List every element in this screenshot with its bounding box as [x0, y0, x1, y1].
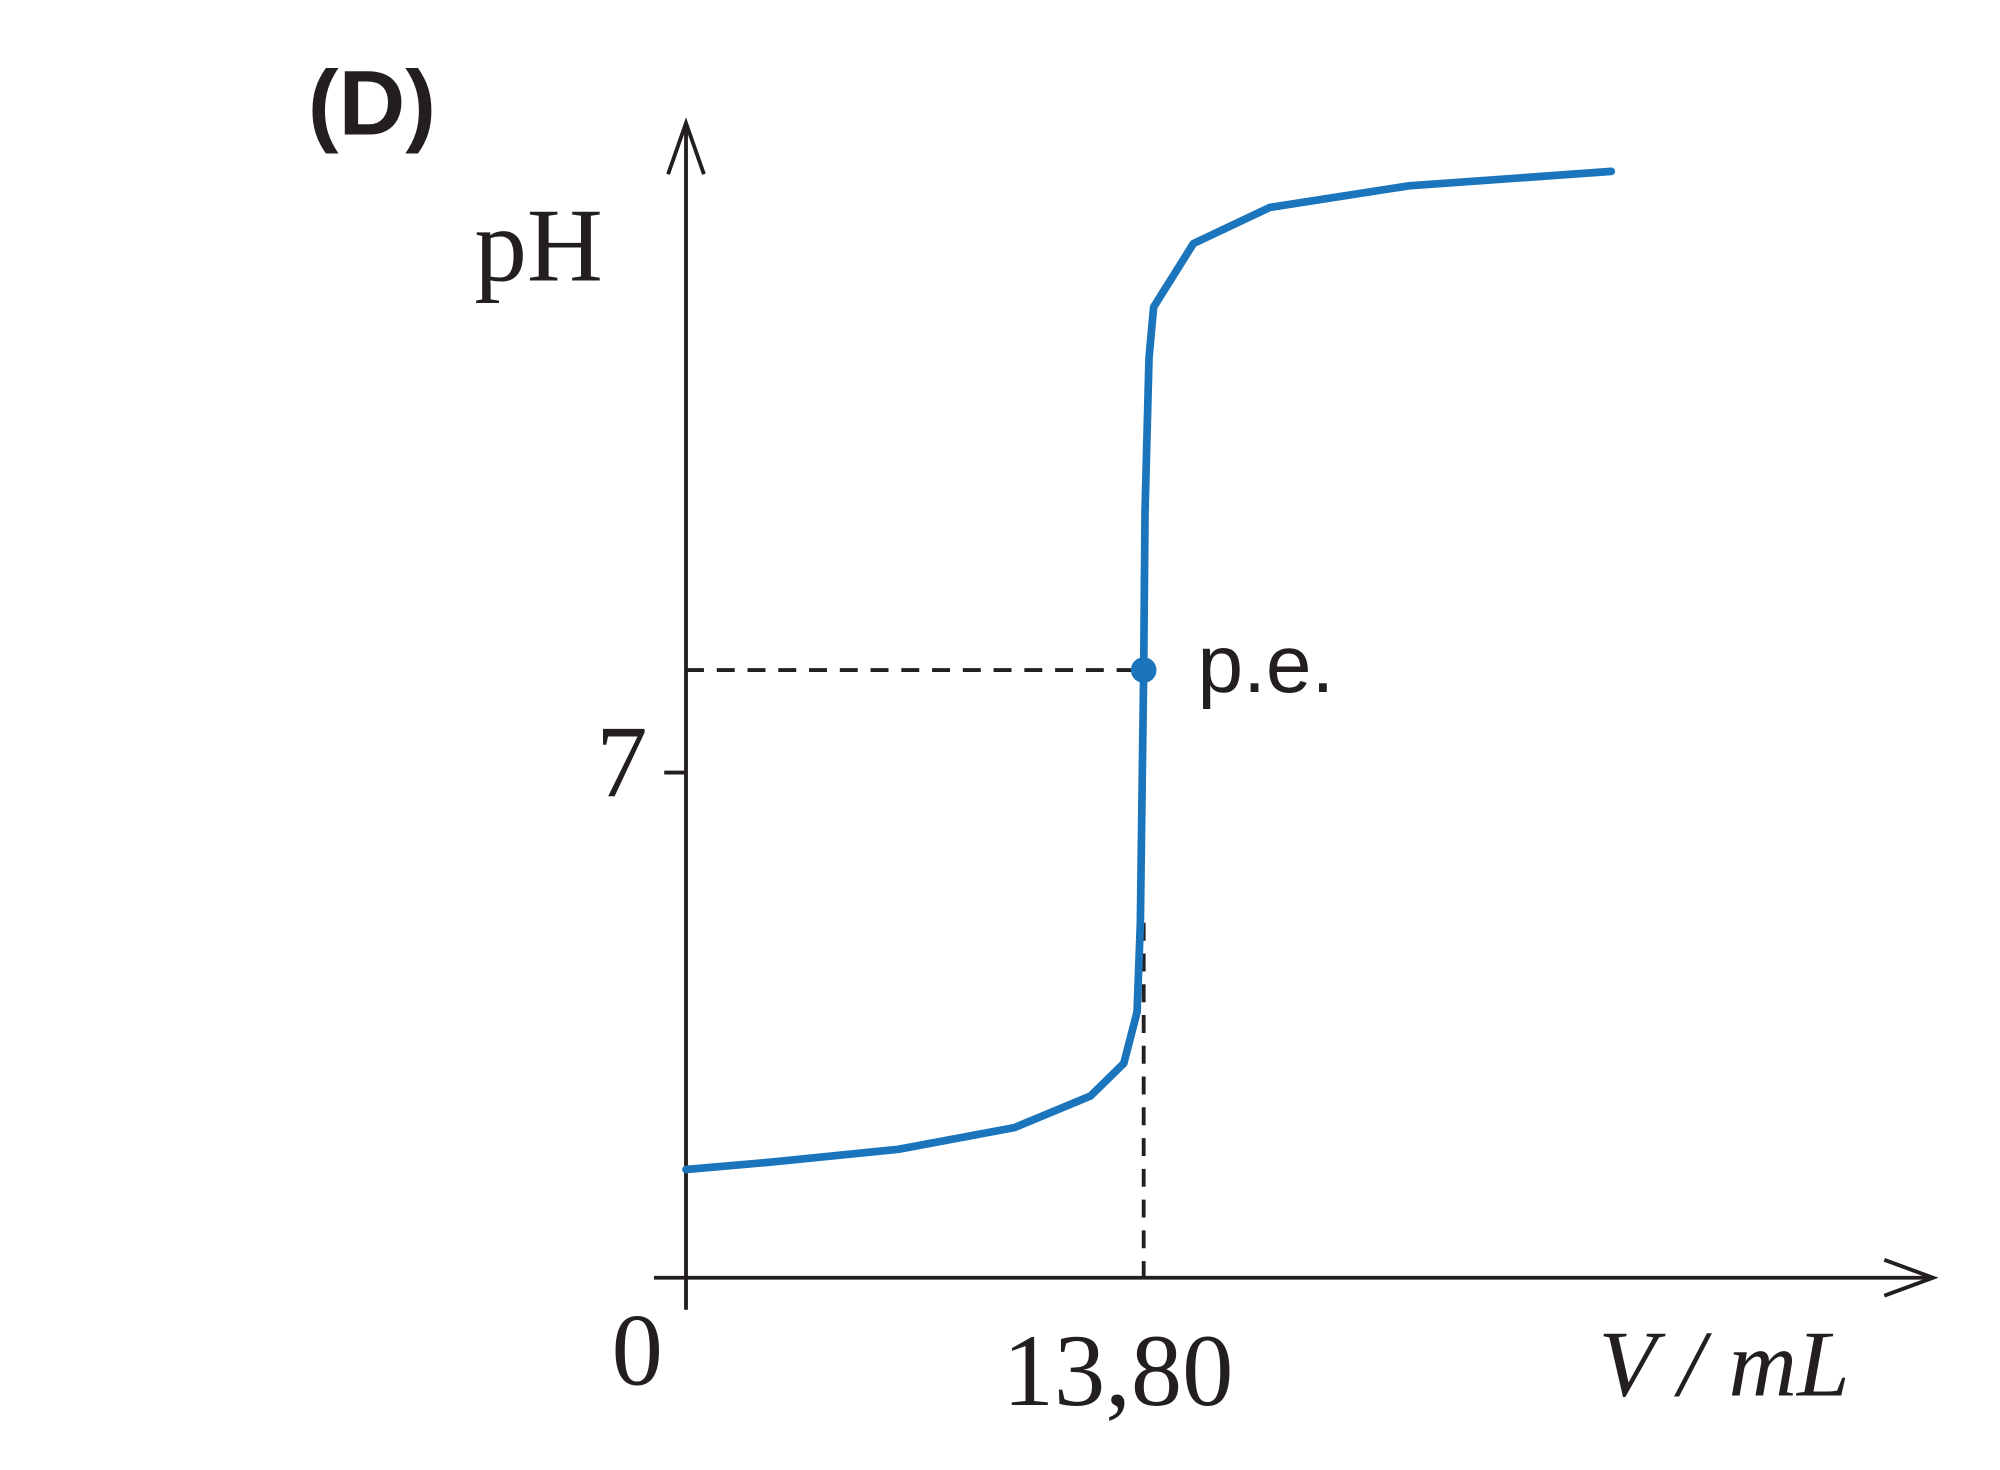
y-axis-label: pH [474, 186, 602, 303]
y-tick-label: 7 [596, 706, 647, 819]
y-axis-arrow [666, 117, 706, 175]
x-axis-label: V / mL [1599, 1311, 1850, 1417]
equivalence-point [1130, 657, 1157, 683]
x-tick-label: 13,80 [1003, 1315, 1234, 1428]
x-axis-arrow [1883, 1258, 1939, 1298]
data-line [682, 167, 1616, 1174]
chart-title: (D) [308, 51, 436, 155]
annotation-label: p.e. [1198, 619, 1335, 710]
x-tick-label: 0 [612, 1295, 663, 1408]
